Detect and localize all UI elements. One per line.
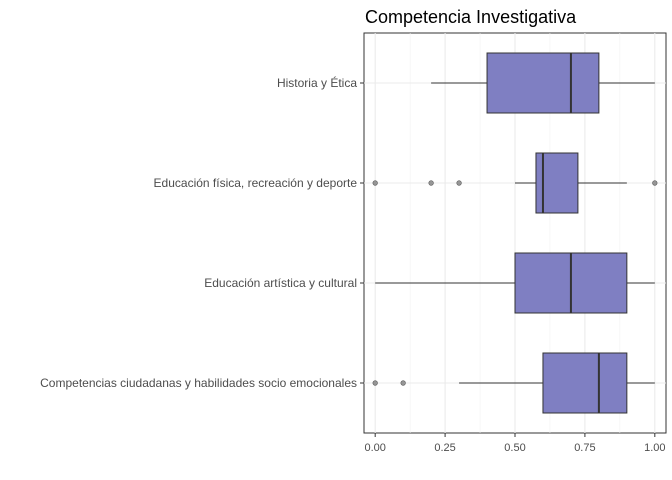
box-group <box>372 352 655 414</box>
box-group <box>375 252 655 314</box>
y-tick-label: Educación artística y cultural <box>204 276 357 290</box>
y-tick-label: Competencias ciudadanas y habilidades so… <box>40 376 357 390</box>
box-group <box>372 152 658 214</box>
y-tick-label: Historia y Ética <box>277 75 357 90</box>
x-tick-label: 0.00 <box>364 442 385 454</box>
x-tick-label: 0.50 <box>504 442 525 454</box>
boxes <box>372 52 658 414</box>
outlier-point <box>456 180 462 186</box>
outlier-point <box>372 380 378 386</box>
outlier-point <box>372 180 378 186</box>
axes: Historia y Ética Educación física, recrea… <box>40 75 665 454</box>
x-tick-label: 0.75 <box>574 442 595 454</box>
x-tick-label: 0.25 <box>434 442 455 454</box>
outlier-point <box>400 380 406 386</box>
box-iqr <box>486 52 600 114</box>
box-iqr <box>542 352 628 414</box>
outlier-point <box>652 180 658 186</box>
x-tick-label: 1.00 <box>644 442 665 454</box>
box-group <box>431 52 655 114</box>
outlier-point <box>428 180 434 186</box>
y-tick-label: Educación física, recreación y deporte <box>154 176 358 190</box>
chart-title: Competencia Investigativa <box>365 7 577 27</box>
